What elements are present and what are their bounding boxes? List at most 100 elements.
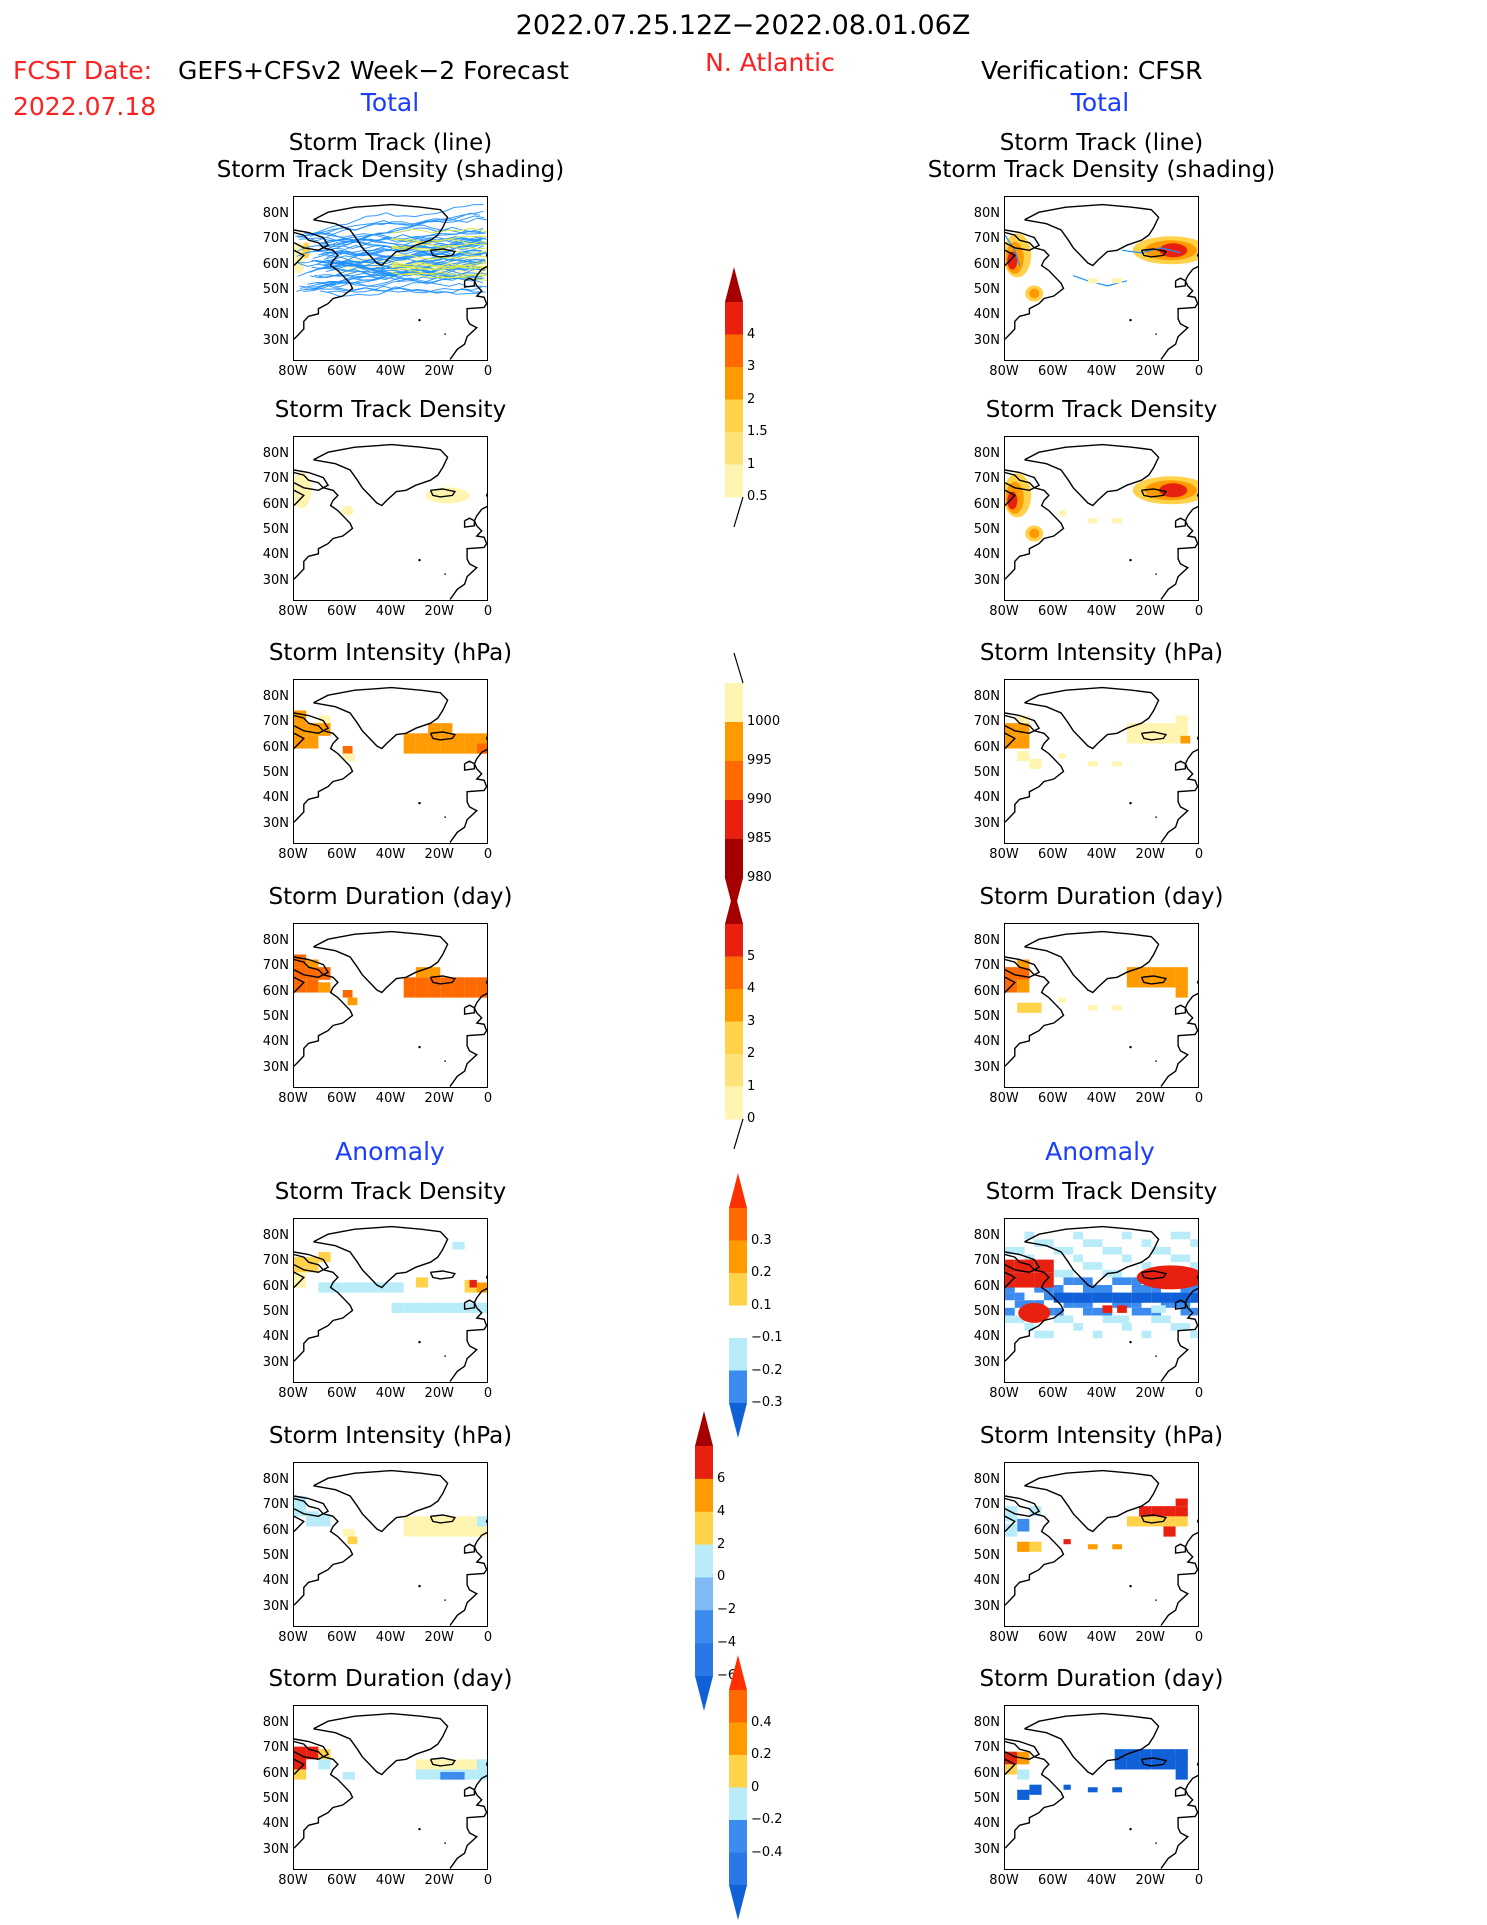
- lon-tick-label: 80W: [278, 1091, 308, 1106]
- lon-tick-label: 40W: [375, 1091, 406, 1106]
- lon-tick-label: 80W: [989, 1386, 1019, 1401]
- lat-tick-label: 40N: [262, 1034, 289, 1050]
- lon-tick-label: 80W: [989, 847, 1019, 862]
- colorbar-intensity-total-label: 980: [747, 870, 772, 885]
- panel-title-r-5-0: Storm Intensity (hPa): [979, 1423, 1224, 1449]
- lon-tick-label: 40W: [1086, 1386, 1117, 1401]
- lat-tick-label: 70N: [262, 714, 289, 730]
- lon-tick-label: 80W: [278, 1630, 308, 1645]
- lat-tick-label: 70N: [262, 958, 289, 974]
- lat-tick-label: 40N: [262, 1573, 289, 1589]
- colorbar-density-anomaly-label: −0.2: [751, 1362, 783, 1378]
- lon-tick-label: 20W: [1135, 1386, 1165, 1401]
- lon-tick-label: 80W: [989, 604, 1019, 619]
- colorbar-duration-total-label: 2: [747, 1046, 756, 1061]
- lon-tick-label: 40W: [1086, 847, 1117, 862]
- map-panel-l-a_density: [293, 1218, 488, 1383]
- lat-tick-label: 30N: [973, 1059, 1000, 1075]
- lon-tick-label: 60W: [327, 1873, 357, 1888]
- lat-tick-label: 60N: [262, 1765, 289, 1781]
- lat-tick-label: 70N: [262, 1740, 289, 1756]
- lon-tick-label: 80W: [278, 847, 308, 862]
- colorbar-density-total-label: 1: [747, 456, 756, 472]
- lat-tick-label: 60N: [973, 1765, 1000, 1781]
- panel-title-l-6-0: Storm Duration (day): [268, 1666, 513, 1692]
- lon-tick-label: 60W: [327, 364, 357, 379]
- lon-tick-label: 0: [1194, 1386, 1204, 1401]
- lat-tick-label: 50N: [262, 1303, 289, 1319]
- panel-title-r-0-1: Storm Track Density (shading): [927, 157, 1276, 183]
- panel-title-r-2-0: Storm Intensity (hPa): [979, 640, 1224, 666]
- colorbar-density-anomaly: [729, 1173, 747, 1438]
- colorbar-duration-anomaly: [729, 1655, 747, 1920]
- colorbar-intensity-total-label: 985: [747, 831, 772, 846]
- lat-tick-label: 60N: [262, 496, 289, 512]
- lat-tick-label: 60N: [262, 1522, 289, 1538]
- map-panel-l-track: [293, 196, 488, 361]
- colorbar-density-total-label: 0.5: [747, 489, 768, 504]
- lat-tick-label: 30N: [262, 815, 289, 831]
- lat-tick-label: 50N: [973, 1303, 1000, 1319]
- panel-title-r-1-0: Storm Track Density: [985, 397, 1218, 423]
- panel-title-l-0-1: Storm Track Density (shading): [216, 157, 565, 183]
- lat-tick-label: 50N: [262, 1008, 289, 1024]
- region-title: N. Atlantic: [705, 48, 835, 77]
- fcst-date-label: FCST Date:: [13, 56, 153, 85]
- lon-tick-label: 0: [1194, 847, 1204, 862]
- lon-tick-label: 20W: [424, 847, 454, 862]
- lat-tick-label: 70N: [973, 471, 1000, 487]
- lon-tick-label: 40W: [1086, 1091, 1117, 1106]
- colorbar-density-total: [725, 267, 744, 528]
- colorbar-density-total-label: 1.5: [747, 424, 768, 439]
- lat-tick-label: 50N: [973, 521, 1000, 537]
- colorbar-density-anomaly-label: −0.3: [751, 1395, 783, 1410]
- lon-tick-label: 0: [483, 1386, 493, 1401]
- lon-tick-label: 40W: [375, 364, 406, 379]
- colorbar-density-anomaly-label: 0.1: [751, 1297, 772, 1313]
- panel-title-r-4-0: Storm Track Density: [985, 1179, 1218, 1205]
- lat-tick-label: 40N: [262, 1816, 289, 1832]
- lon-tick-label: 0: [483, 604, 493, 619]
- map-panel-l-a_intensity: [293, 1462, 488, 1627]
- colorbar-duration-total-label: 3: [747, 1013, 756, 1029]
- lat-tick-label: 70N: [973, 1740, 1000, 1756]
- lon-tick-label: 60W: [1038, 1386, 1068, 1401]
- lat-tick-label: 50N: [973, 1008, 1000, 1024]
- colorbar-duration-anomaly-label: −0.4: [751, 1844, 783, 1860]
- lat-tick-label: 80N: [262, 445, 289, 461]
- date-range-title: 2022.07.25.12Z−2022.08.01.06Z: [515, 10, 971, 41]
- colorbar-intensity-total-label: 1000: [747, 714, 781, 729]
- lat-tick-label: 70N: [973, 231, 1000, 247]
- lat-tick-label: 50N: [262, 521, 289, 537]
- lat-tick-label: 70N: [973, 1497, 1000, 1513]
- lat-tick-label: 30N: [262, 572, 289, 588]
- lon-tick-label: 40W: [375, 1630, 406, 1645]
- lat-tick-label: 30N: [973, 1354, 1000, 1370]
- lon-tick-label: 0: [483, 847, 493, 862]
- lat-tick-label: 70N: [262, 1253, 289, 1269]
- lat-tick-label: 80N: [262, 1471, 289, 1487]
- map-plot: [294, 1712, 487, 1869]
- colorbar-duration-total-label: 0: [747, 1111, 756, 1126]
- colorbar-intensity-total-label: 990: [747, 792, 772, 807]
- colorbar-intensity-anomaly-label: −6: [717, 1668, 737, 1683]
- left-total-label: Total: [360, 88, 420, 117]
- lat-tick-label: 60N: [262, 256, 289, 272]
- lat-tick-label: 30N: [262, 332, 289, 348]
- lon-tick-label: 80W: [989, 364, 1019, 379]
- lat-tick-label: 70N: [973, 714, 1000, 730]
- lat-tick-label: 80N: [262, 688, 289, 704]
- lat-tick-label: 60N: [262, 739, 289, 755]
- colorbar-density-total-label: 4: [747, 326, 756, 342]
- colorbar-intensity-anomaly-label: −4: [717, 1635, 737, 1651]
- lon-tick-label: 20W: [424, 364, 454, 379]
- verification-label: Verification: CFSR: [981, 56, 1203, 85]
- colorbar-intensity-total-label: 995: [747, 753, 772, 768]
- lat-tick-label: 30N: [973, 815, 1000, 831]
- lon-tick-label: 20W: [424, 1091, 454, 1106]
- lat-tick-label: 70N: [973, 1253, 1000, 1269]
- lat-tick-label: 80N: [262, 1227, 289, 1243]
- lat-tick-label: 40N: [262, 790, 289, 806]
- lat-tick-label: 80N: [973, 1714, 1000, 1730]
- lat-tick-label: 30N: [262, 1841, 289, 1857]
